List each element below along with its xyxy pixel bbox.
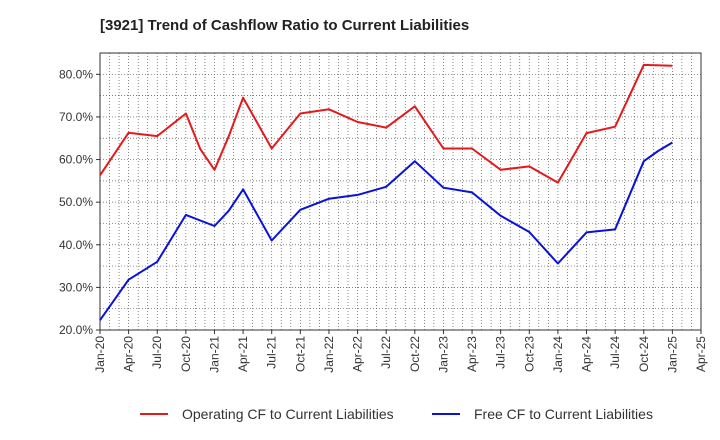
x-tick-label: Apr-21 [236,336,250,372]
series-line-1 [99,63,673,184]
x-tick-label: Jan-23 [436,336,450,373]
chart-title: [3921] Trend of Cashflow Ratio to Curren… [100,17,469,34]
y-tick-label: 30.0% [59,280,93,294]
y-tick-label: 80.0% [59,67,93,81]
series-lines [99,63,673,321]
x-tick-label: Oct-21 [293,336,307,372]
x-tick-label: Oct-20 [179,336,193,372]
x-tick-label: Jan-24 [551,336,565,373]
x-axis-ticks: Jan-20 Apr-20 Jul-20 Oct-20 Jan-21 Apr-21 Jul-… [93,330,708,373]
plot-grid [100,53,701,330]
series-line-2 [99,141,673,321]
x-tick-label: Jul-20 [150,336,164,369]
x-tick-label: Jan-22 [322,336,336,373]
x-tick-label: Jul-24 [608,336,622,369]
x-tick-label: Apr-23 [465,336,479,372]
y-tick-label: 60.0% [59,153,93,167]
x-tick-label: Oct-23 [522,336,536,372]
x-tick-label: Apr-22 [351,336,365,372]
chart-legend: Operating CF to Current Liabilities Free … [140,406,653,422]
x-tick-label: Apr-20 [122,336,136,372]
y-tick-label: 40.0% [59,238,93,252]
x-tick-label: Jan-25 [665,336,679,373]
y-tick-label: 70.0% [59,110,93,124]
x-tick-label: Jan-21 [207,336,221,373]
legend-label: Operating CF to Current Liabilities [182,406,394,422]
y-tick-label: 50.0% [59,195,93,209]
x-tick-label: Apr-24 [580,336,594,372]
x-tick-label: Jul-23 [494,336,508,369]
x-tick-label: Oct-24 [637,336,651,372]
plot-area-frame [99,52,702,331]
y-tick-label: 20.0% [59,323,93,337]
x-tick-label: Jan-20 [93,336,107,373]
x-tick-label: Apr-25 [694,336,708,372]
legend-label: Free CF to Current Liabilities [474,406,653,422]
x-tick-label: Jul-22 [379,336,393,369]
x-tick-label: Jul-21 [265,336,279,369]
y-axis-ticks: 20.0% 30.0% 40.0% 50.0% 60.0% 70.0% 80.0% [59,67,100,337]
x-tick-label: Oct-22 [408,336,422,372]
